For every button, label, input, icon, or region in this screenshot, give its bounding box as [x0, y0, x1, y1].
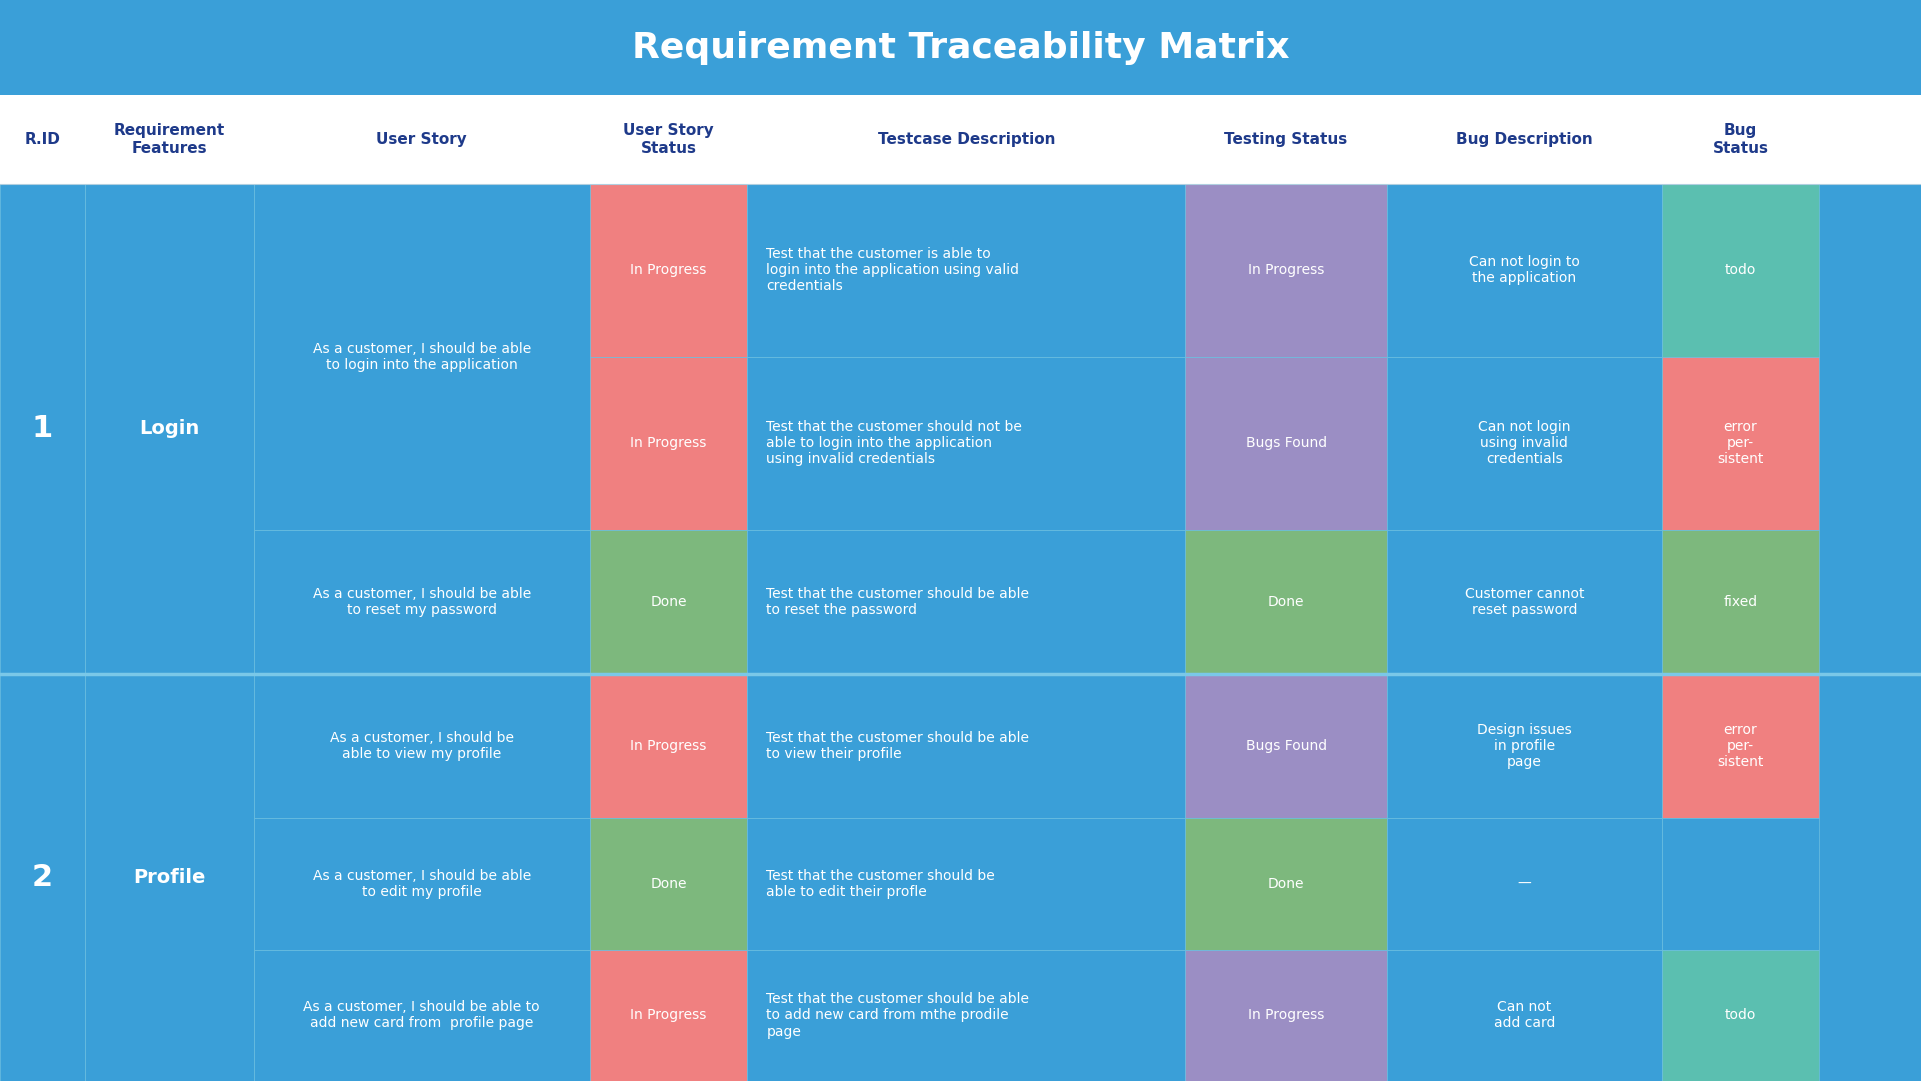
- Text: Can not
add card: Can not add card: [1495, 1000, 1554, 1030]
- Text: —: —: [1518, 877, 1531, 891]
- Bar: [747, 673, 1185, 818]
- Text: Customer cannot
reset password: Customer cannot reset password: [1464, 587, 1585, 617]
- Bar: [1185, 184, 1387, 357]
- Bar: [1662, 184, 1819, 357]
- Text: Bugs Found: Bugs Found: [1245, 739, 1327, 753]
- Bar: [1387, 184, 1662, 357]
- Bar: [1387, 530, 1662, 673]
- Bar: [1662, 818, 1819, 950]
- Text: As a customer, I should be able
to edit my profile: As a customer, I should be able to edit …: [313, 869, 530, 899]
- Bar: [254, 818, 590, 950]
- Bar: [0, 95, 1921, 184]
- Bar: [1662, 357, 1819, 530]
- Text: As a customer, I should be
able to view my profile: As a customer, I should be able to view …: [330, 731, 513, 761]
- Text: fixed: fixed: [1723, 595, 1758, 609]
- Bar: [590, 673, 747, 818]
- Text: In Progress: In Progress: [630, 1009, 707, 1023]
- Text: Test that the customer is able to
login into the application using valid
credent: Test that the customer is able to login …: [766, 248, 1020, 293]
- Bar: [85, 184, 254, 673]
- Text: error
per-
sistent: error per- sistent: [1717, 723, 1763, 770]
- Bar: [1662, 530, 1819, 673]
- Text: As a customer, I should be able
to reset my password: As a customer, I should be able to reset…: [313, 587, 530, 617]
- Text: In Progress: In Progress: [630, 263, 707, 277]
- Text: User Story
Status: User Story Status: [622, 123, 715, 156]
- Text: Done: Done: [1268, 877, 1304, 891]
- Text: Can not login to
the application: Can not login to the application: [1470, 255, 1579, 285]
- Text: In Progress: In Progress: [630, 739, 707, 753]
- Bar: [1185, 530, 1387, 673]
- Text: Done: Done: [649, 877, 688, 891]
- Bar: [1662, 673, 1819, 818]
- Bar: [254, 950, 590, 1081]
- Text: error
per-
sistent: error per- sistent: [1717, 419, 1763, 466]
- Bar: [1387, 950, 1662, 1081]
- Bar: [747, 357, 1185, 530]
- Text: Requirement Traceability Matrix: Requirement Traceability Matrix: [632, 30, 1289, 65]
- Bar: [254, 673, 590, 818]
- Text: Bug
Status: Bug Status: [1712, 123, 1769, 156]
- Bar: [0, 0, 1921, 95]
- Text: In Progress: In Progress: [1249, 263, 1324, 277]
- Text: Bugs Found: Bugs Found: [1245, 436, 1327, 450]
- Bar: [590, 357, 747, 530]
- Bar: [1387, 818, 1662, 950]
- Bar: [1662, 950, 1819, 1081]
- Bar: [1387, 357, 1662, 530]
- Bar: [1185, 357, 1387, 530]
- Bar: [254, 530, 590, 673]
- Bar: [590, 530, 747, 673]
- Text: todo: todo: [1725, 263, 1756, 277]
- Bar: [747, 818, 1185, 950]
- Bar: [747, 184, 1185, 357]
- Bar: [0, 184, 85, 673]
- Text: Test that the customer should be able
to add new card from mthe prodile
page: Test that the customer should be able to…: [766, 992, 1030, 1039]
- Bar: [590, 184, 747, 357]
- Bar: [254, 184, 590, 530]
- Bar: [0, 673, 85, 1081]
- Text: todo: todo: [1725, 1009, 1756, 1023]
- Text: Can not login
using invalid
credentials: Can not login using invalid credentials: [1477, 419, 1571, 466]
- Text: Design issues
in profile
page: Design issues in profile page: [1477, 723, 1571, 770]
- Text: Test that the customer should be able
to view their profile: Test that the customer should be able to…: [766, 731, 1030, 761]
- Bar: [1185, 950, 1387, 1081]
- Text: 2: 2: [33, 863, 52, 892]
- Bar: [590, 818, 747, 950]
- Bar: [747, 530, 1185, 673]
- Text: R.ID: R.ID: [25, 132, 60, 147]
- Text: Done: Done: [649, 595, 688, 609]
- Text: Done: Done: [1268, 595, 1304, 609]
- Text: In Progress: In Progress: [630, 436, 707, 450]
- Bar: [1185, 818, 1387, 950]
- Text: Testing Status: Testing Status: [1224, 132, 1349, 147]
- Text: Login: Login: [138, 419, 200, 439]
- Bar: [590, 950, 747, 1081]
- Text: User Story: User Story: [377, 132, 467, 147]
- Bar: [1387, 673, 1662, 818]
- Bar: [747, 950, 1185, 1081]
- Bar: [1185, 673, 1387, 818]
- Text: As a customer, I should be able
to login into the application: As a customer, I should be able to login…: [313, 342, 530, 372]
- Text: Test that the customer should be able
to reset the password: Test that the customer should be able to…: [766, 587, 1030, 617]
- Text: Bug Description: Bug Description: [1456, 132, 1593, 147]
- Text: In Progress: In Progress: [1249, 1009, 1324, 1023]
- Text: Profile: Profile: [133, 868, 206, 888]
- Text: Test that the customer should be
able to edit their profle: Test that the customer should be able to…: [766, 869, 995, 899]
- Text: Requirement
Features: Requirement Features: [113, 123, 225, 156]
- Text: 1: 1: [31, 414, 54, 443]
- Text: As a customer, I should be able to
add new card from  profile page: As a customer, I should be able to add n…: [304, 1000, 540, 1030]
- Text: Testcase Description: Testcase Description: [878, 132, 1055, 147]
- Text: Test that the customer should not be
able to login into the application
using in: Test that the customer should not be abl…: [766, 419, 1022, 466]
- Bar: [85, 673, 254, 1081]
